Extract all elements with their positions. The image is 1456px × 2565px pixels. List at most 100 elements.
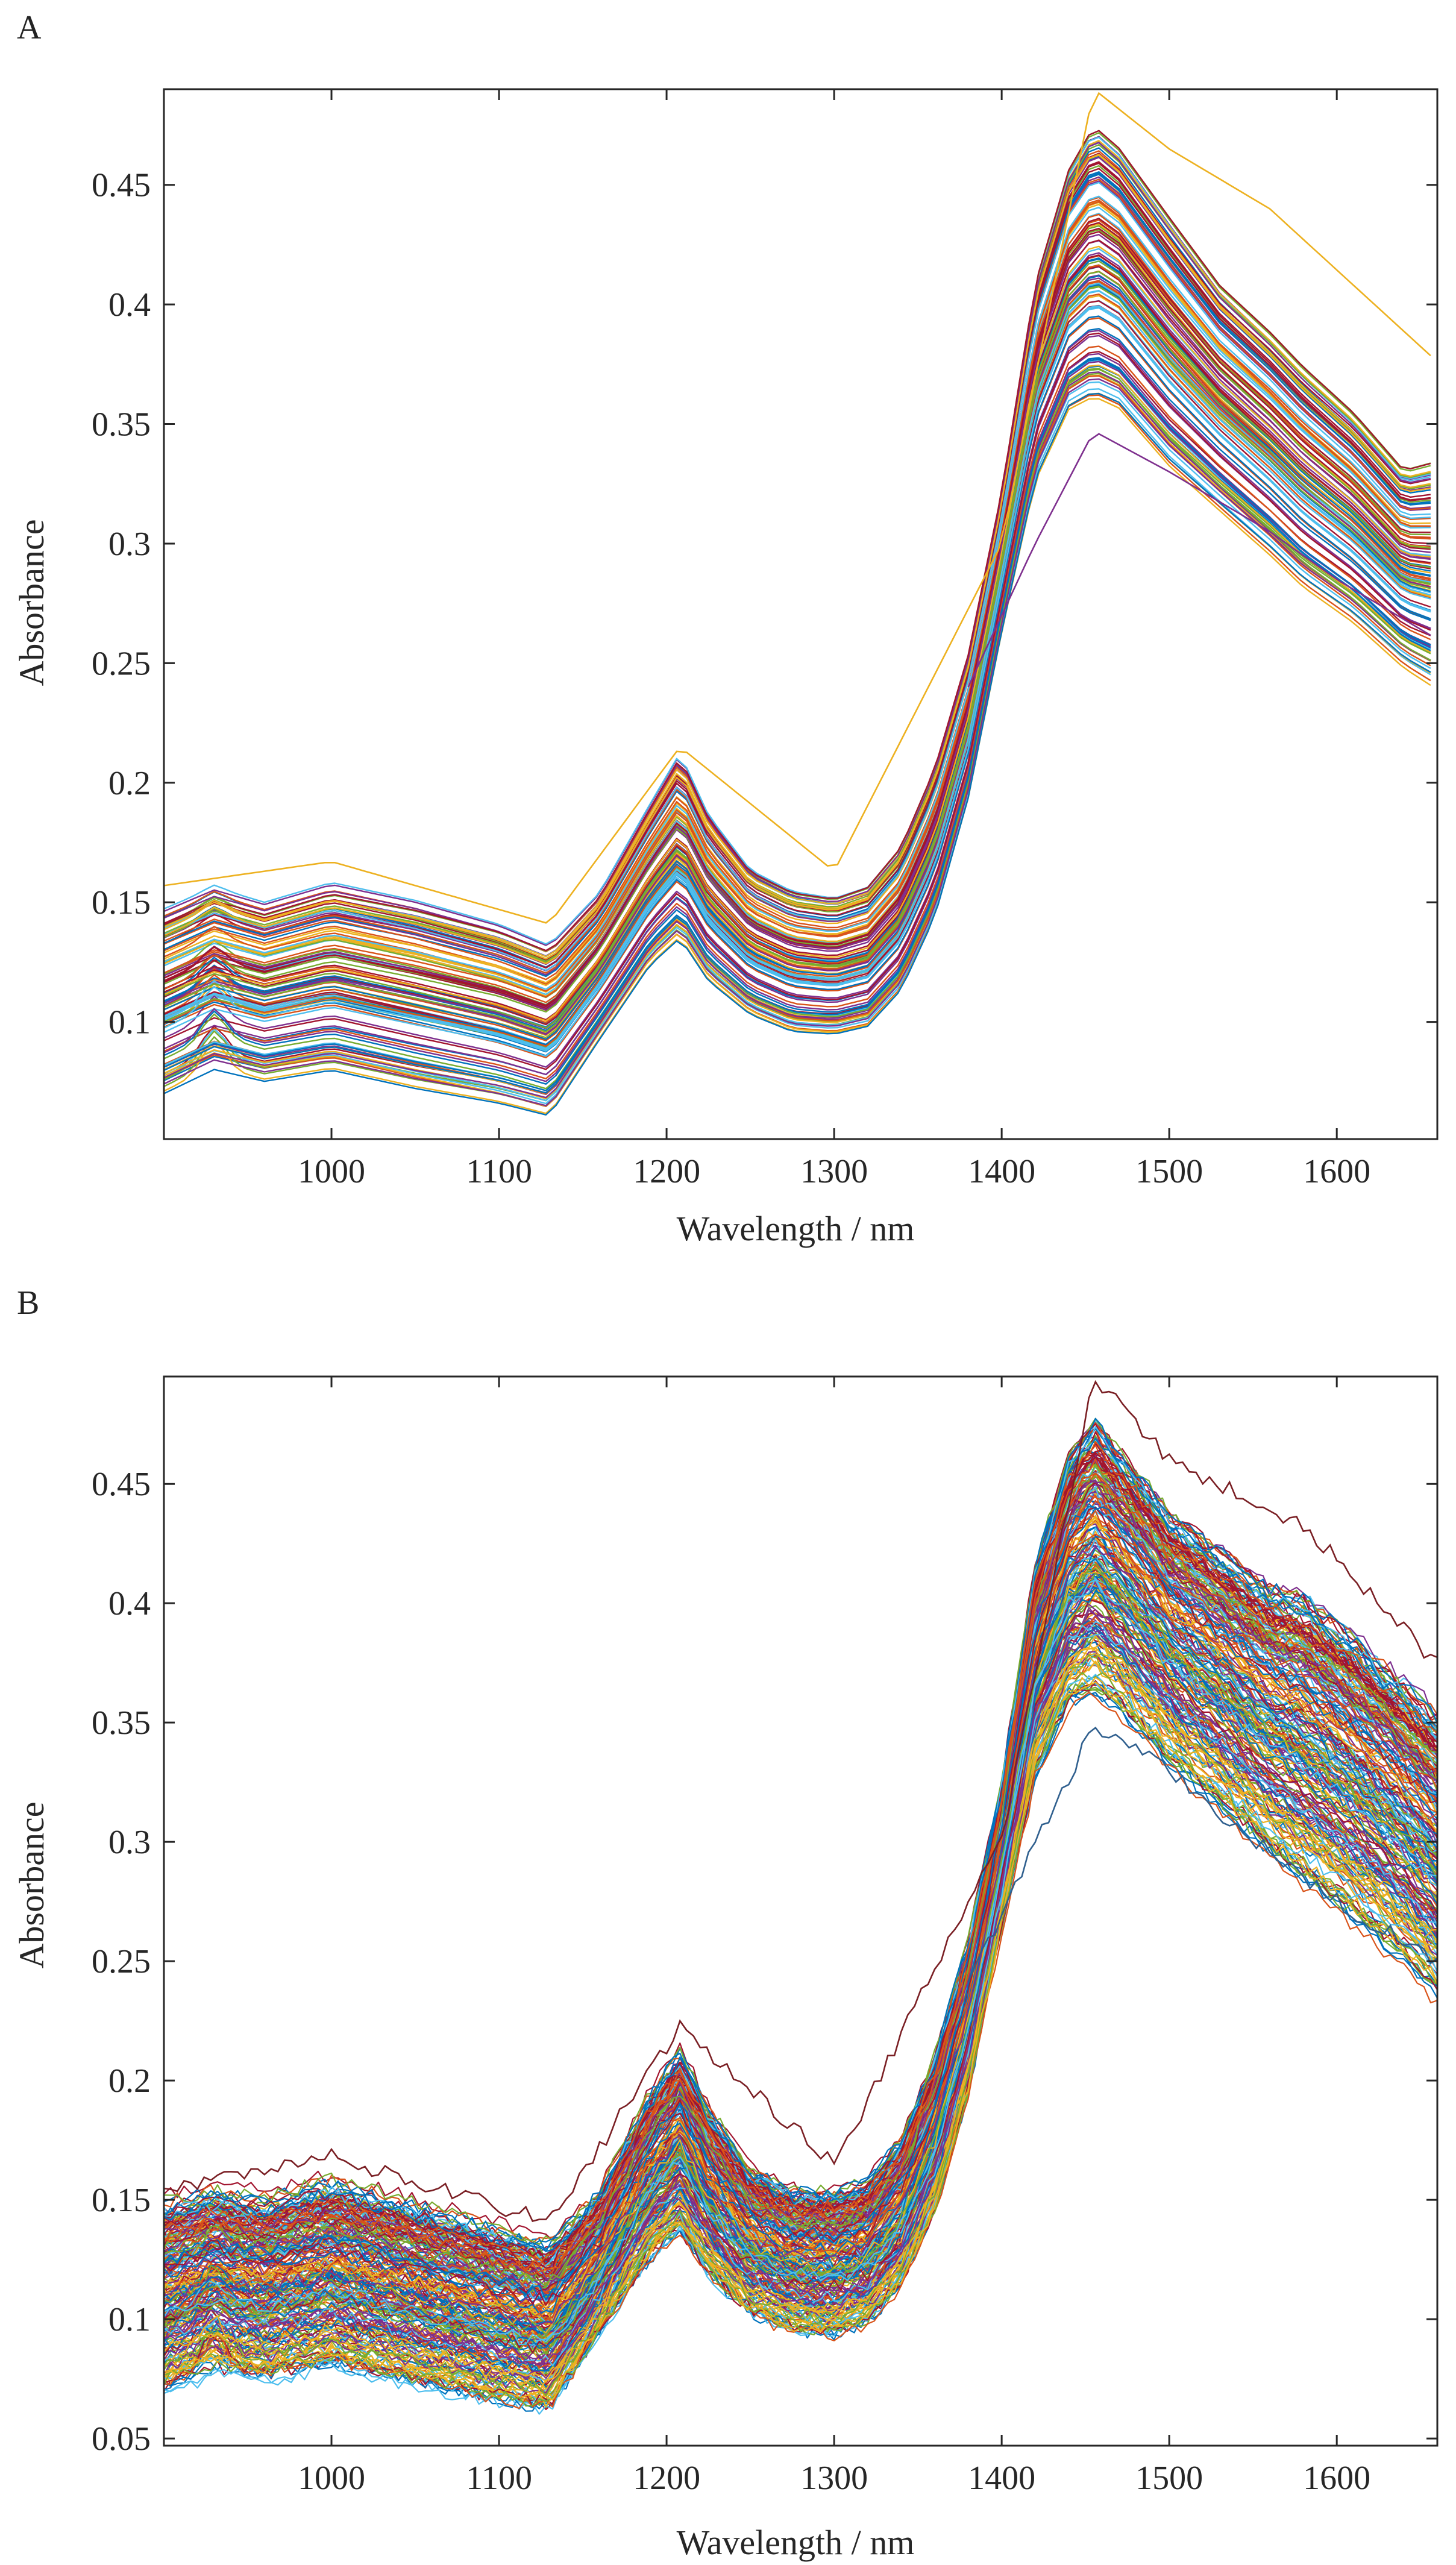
y-tick-label: 0.4 — [108, 1585, 151, 1622]
spectrum-line — [164, 1571, 1437, 2334]
spectrum-line — [164, 130, 1431, 952]
axis-ticks: 1000 1100 1200 1300 1400 1500 1600 0.05 0.1 0.15 0… — [92, 1377, 1437, 2497]
spectrum-line — [164, 141, 1431, 957]
y-axis-label: Absorbance — [12, 1801, 51, 1968]
y-tick-label: 0.25 — [92, 645, 151, 682]
spectrum-line — [164, 260, 1431, 1032]
spectrum-line — [164, 328, 1431, 1076]
spectrum-line — [164, 1418, 1437, 2246]
spectrum-line — [164, 1674, 1437, 2403]
spectrum-line — [164, 1634, 1437, 2381]
y-tick-label: 0.45 — [92, 167, 151, 204]
spectrum-line — [164, 1626, 1437, 2372]
y-tick-label: 0.3 — [108, 1824, 151, 1861]
spectrum-line — [164, 1568, 1437, 2337]
spectrum-line — [164, 1512, 1437, 2309]
spectrum-line — [164, 176, 1431, 984]
spectrum-line — [164, 307, 1431, 1052]
spectrum-line — [164, 315, 1431, 1056]
spectrum-line — [164, 212, 1431, 1006]
spectrum-line — [164, 155, 1431, 960]
spectrum-line — [164, 1442, 1437, 2261]
spectrum-line — [164, 136, 1431, 945]
axis-ticks: 1000 1100 1200 1300 1400 1500 1600 0.1 0.15 0.2 0.… — [92, 89, 1437, 1190]
spectrum-line — [164, 1533, 1437, 2322]
spectrum-line — [164, 130, 1431, 952]
spectra-chart-b: 1000 1100 1200 1300 1400 1500 1600 0.05 0.1 0.15 0… — [12, 1375, 1439, 2562]
spectrum-line — [164, 172, 1431, 978]
spectrum-line — [164, 150, 1431, 953]
spectrum-line-bottom-blue — [967, 1726, 1437, 1982]
spectrum-line — [164, 1436, 1437, 2259]
spectrum-line — [164, 174, 1431, 974]
spectrum-line — [164, 140, 1431, 958]
x-tick-label: 1300 — [800, 1153, 868, 1190]
spectrum-line — [164, 213, 1431, 992]
spectrum-line — [164, 142, 1431, 952]
spectrum-line — [164, 374, 1431, 1099]
x-tick-label: 1600 — [1303, 1153, 1370, 1190]
spectrum-line — [164, 1641, 1437, 2379]
x-tick-label: 1400 — [968, 1153, 1035, 1190]
spectrum-line — [164, 330, 1431, 1068]
spectrum-line — [164, 1652, 1437, 2397]
y-tick-label: 0.15 — [92, 2182, 151, 2219]
y-tick-label: 0.3 — [108, 526, 151, 563]
spectrum-line — [164, 1523, 1437, 2316]
spectrum-line — [164, 1435, 1437, 2267]
spectrum-line — [164, 1510, 1437, 2311]
spectrum-line — [164, 1577, 1437, 2346]
spectrum-line — [164, 1546, 1437, 2328]
spectrum-line — [164, 258, 1431, 1024]
spectrum-line — [164, 245, 1431, 1022]
spectrum-line — [164, 1460, 1437, 2266]
spectrum-line — [164, 282, 1431, 1050]
spectrum-line — [164, 218, 1431, 1008]
spectrum-line — [164, 1454, 1437, 2267]
axes-box — [163, 88, 1439, 1140]
spectra-lines — [164, 92, 1431, 1116]
spectrum-line — [164, 1647, 1437, 2383]
spectrum-line — [164, 1558, 1437, 2334]
x-axis-label: Wavelength / nm — [677, 1209, 915, 1248]
x-tick-label: 1200 — [633, 2460, 700, 2497]
spectrum-line — [164, 1472, 1437, 2276]
spectrum-line — [164, 1441, 1437, 2266]
spectrum-line — [164, 300, 1431, 1047]
spectrum-line — [164, 1677, 1437, 2401]
x-tick-label: 1400 — [968, 2460, 1035, 2497]
spectrum-line — [164, 360, 1431, 1099]
spectra-lines — [164, 1380, 1437, 2415]
spectrum-line — [164, 178, 1431, 974]
spectrum-line — [164, 1521, 1437, 2322]
spectrum-line — [164, 1503, 1437, 2301]
spectrum-line — [164, 1675, 1437, 2415]
spectrum-line — [164, 136, 1431, 946]
spectrum-line — [164, 264, 1431, 1023]
spectrum-line — [164, 1453, 1437, 2265]
spectrum-line — [164, 234, 1431, 1008]
spectrum-line — [164, 1458, 1437, 2272]
panel-label: A — [17, 9, 42, 46]
spectrum-line — [164, 1454, 1437, 2271]
spectrum-line — [164, 372, 1431, 1107]
x-tick-label: 1000 — [298, 2460, 365, 2497]
y-tick-label: 0.35 — [92, 406, 151, 444]
spectrum-line — [164, 1431, 1437, 2254]
spectrum-line — [164, 1651, 1437, 2394]
spectrum-line — [164, 1437, 1437, 2252]
spectrum-line — [164, 1511, 1437, 2298]
spectrum-line — [164, 1624, 1437, 2379]
axes-box — [163, 1375, 1439, 2447]
spectrum-line — [164, 1536, 1437, 2315]
x-tick-label: 1500 — [1135, 2460, 1203, 2497]
y-tick-label: 0.1 — [108, 2301, 151, 2338]
spectrum-line — [164, 154, 1431, 960]
y-tick-label: 0.4 — [108, 286, 151, 324]
spectrum-line — [164, 271, 1431, 1035]
spectrum-line — [164, 229, 1431, 1006]
chart-panel-b: B 1000 1100 1200 1300 1400 1500 1600 0.05 0.1 0.1… — [0, 1282, 1456, 2565]
spectrum-line — [164, 398, 1431, 1107]
spectrum-line — [164, 171, 1431, 968]
spectrum-line — [164, 1680, 1437, 2408]
